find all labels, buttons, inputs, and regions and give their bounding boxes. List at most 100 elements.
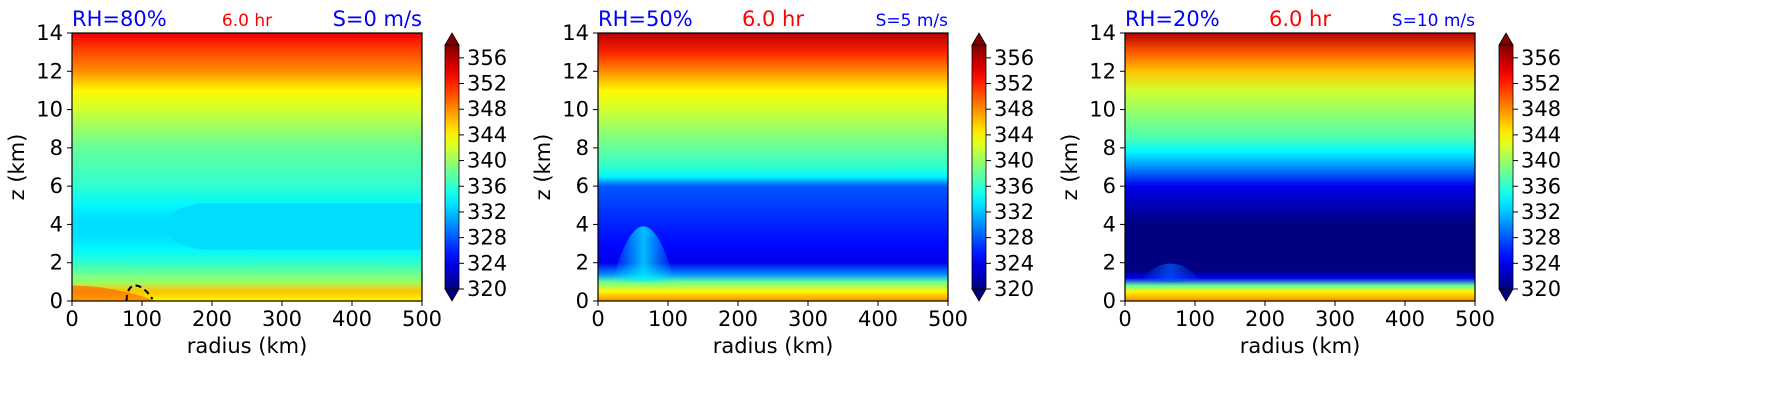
plot-frame — [71, 32, 423, 302]
y-tick-label: 6 — [576, 174, 589, 198]
x-tick-label: 500 — [1455, 307, 1495, 331]
colorbar-tick-label: 328 — [467, 226, 507, 250]
colorbar-tick-label: 344 — [994, 123, 1034, 147]
moist-column-region — [612, 226, 675, 282]
panel-3: 0 100 200 300 400 500 0 2 4 6 8 10 12 14 radius (km) z … — [1058, 7, 1561, 358]
colorbar-tick-label: 352 — [467, 72, 507, 96]
title-center: 6.0 hr — [222, 11, 272, 31]
colorbar-tick-label: 320 — [467, 277, 507, 301]
colorbar-extend-min — [1498, 288, 1514, 302]
colorbar-tick-label: 332 — [1521, 200, 1561, 224]
heatmap-background — [1125, 33, 1475, 301]
colorbar-bar — [444, 44, 460, 290]
y-tick-label: 8 — [576, 136, 589, 160]
dashed-contour — [125, 284, 154, 301]
title-left: RH=50% — [598, 7, 693, 31]
colorbar-tick-label: 348 — [994, 97, 1034, 121]
x-tick-label: 300 — [788, 307, 828, 331]
y-tick-label: 12 — [1089, 59, 1116, 83]
colorbar-tick-label: 356 — [994, 46, 1034, 70]
x-tick-label: 500 — [928, 307, 968, 331]
colorbar-tick-label: 356 — [467, 46, 507, 70]
colorbar-tick-label: 336 — [994, 174, 1034, 198]
moist-column-region — [1139, 263, 1202, 282]
x-tick-label: 400 — [332, 307, 372, 331]
y-tick-label: 10 — [1089, 98, 1116, 122]
x-tick-label: 0 — [1118, 307, 1131, 331]
colorbar-tick-label: 344 — [1521, 123, 1561, 147]
title-center: 6.0 hr — [742, 7, 804, 31]
x-tick-label: 200 — [192, 307, 232, 331]
title-center: 6.0 hr — [1269, 7, 1331, 31]
colorbar-tick-label: 324 — [994, 251, 1034, 275]
y-tick-label: 0 — [1103, 289, 1116, 313]
x-tick-label: 500 — [402, 307, 442, 331]
warm-surface-patch — [72, 285, 156, 301]
colorbar-extend-min — [444, 288, 460, 302]
colorbar-extend-max — [444, 32, 460, 46]
y-tick-label: 14 — [562, 21, 589, 45]
colorbar-extend-max — [971, 32, 987, 46]
y-tick-label: 8 — [1103, 136, 1116, 160]
title-left: RH=80% — [72, 7, 167, 31]
colorbar-tick-label: 332 — [994, 200, 1034, 224]
y-tick-label: 14 — [1089, 21, 1116, 45]
y-axis-label: z (km) — [531, 134, 555, 201]
plot-frame — [597, 32, 949, 302]
x-axis-label: radius (km) — [713, 334, 834, 358]
y-tick-label: 0 — [576, 289, 589, 313]
y-tick-label: 2 — [1103, 251, 1116, 275]
y-tick-label: 8 — [50, 136, 63, 160]
heatmap-background — [72, 33, 422, 301]
title-right: S=10 m/s — [1392, 11, 1475, 31]
x-tick-label: 100 — [122, 307, 162, 331]
colorbar-bar — [1498, 44, 1514, 290]
colorbar-tick-label: 328 — [994, 226, 1034, 250]
y-tick-label: 4 — [1103, 212, 1116, 236]
y-tick-label: 12 — [562, 59, 589, 83]
title-left: RH=20% — [1125, 7, 1220, 31]
colorbar-tick-label: 340 — [994, 149, 1034, 173]
x-tick-label: 200 — [1245, 307, 1285, 331]
x-tick-label: 0 — [591, 307, 604, 331]
plot-frame — [1124, 32, 1476, 302]
colorbar-tick-label: 324 — [467, 251, 507, 275]
x-axis-label: radius (km) — [1240, 334, 1361, 358]
panel-2: 0 100 200 300 400 500 0 2 4 6 8 10 12 14 radius (km) z … — [531, 7, 1034, 358]
colorbar-tick-label: 320 — [1521, 277, 1561, 301]
title-right: S=5 m/s — [876, 11, 949, 31]
x-tick-label: 400 — [858, 307, 898, 331]
colorbar-tick-label: 352 — [994, 72, 1034, 96]
colorbar-tick-label: 340 — [467, 149, 507, 173]
x-tick-label: 200 — [718, 307, 758, 331]
x-tick-label: 300 — [1315, 307, 1355, 331]
colorbar-tick-label: 344 — [467, 123, 507, 147]
colorbar-tick-label: 328 — [1521, 226, 1561, 250]
y-tick-label: 14 — [36, 21, 63, 45]
y-tick-label: 2 — [576, 251, 589, 275]
colorbar-tick-label: 336 — [1521, 174, 1561, 198]
colorbar-tick-label: 336 — [467, 174, 507, 198]
colorbar-tick-label: 320 — [994, 277, 1034, 301]
y-tick-label: 6 — [50, 174, 63, 198]
heatmap-field — [72, 33, 422, 301]
y-tick-label: 10 — [562, 98, 589, 122]
x-tick-label: 100 — [1175, 307, 1215, 331]
panel-1: 0 100 200 300 400 500 0 2 4 6 8 10 12 14 radius (km) z … — [5, 7, 507, 358]
colorbar-tick-label: 348 — [467, 97, 507, 121]
y-tick-label: 4 — [50, 212, 63, 236]
colorbar-tick-label: 348 — [1521, 97, 1561, 121]
y-axis-label: z (km) — [1058, 134, 1082, 201]
heatmap-field — [598, 33, 948, 301]
colorbar-tick-label: 356 — [1521, 46, 1561, 70]
colorbar-extend-min — [971, 288, 987, 302]
x-tick-label: 0 — [65, 307, 78, 331]
y-tick-label: 12 — [36, 59, 63, 83]
colorbar-tick-label: 352 — [1521, 72, 1561, 96]
y-tick-label: 2 — [50, 251, 63, 275]
x-tick-label: 300 — [262, 307, 302, 331]
cool-tongue-region — [163, 203, 422, 250]
colorbar-bar — [971, 44, 987, 290]
